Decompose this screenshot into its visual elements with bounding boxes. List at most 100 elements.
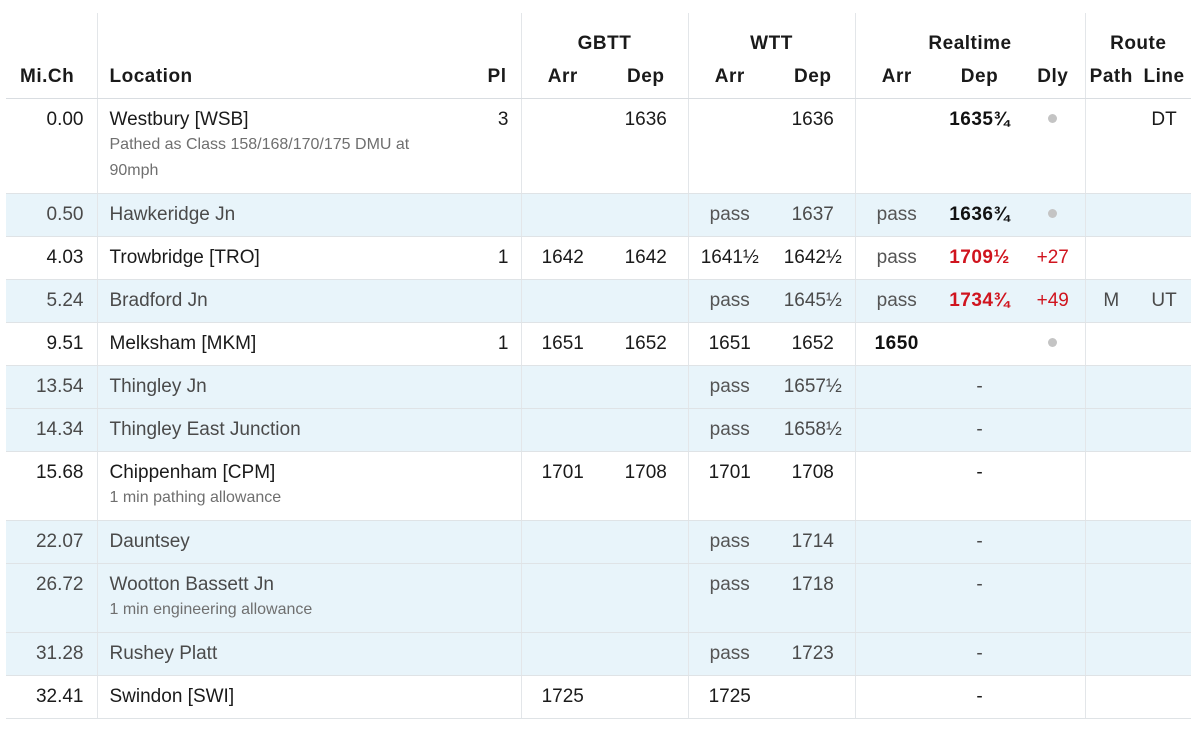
location-name: Rushey Platt [109, 643, 218, 664]
realtime-dep-cell-value: - [976, 376, 983, 397]
header-group-gbtt: GBTT [521, 13, 689, 55]
location-cell: Bradford Jn [97, 279, 459, 323]
on-time-dot-icon [1048, 114, 1058, 124]
header-wtt-arr: Arr [688, 55, 771, 99]
realtime-dep-cell-value: - [976, 643, 983, 664]
wtt-dep-cell-value: 1652 [791, 333, 834, 354]
wtt-dep-cell: 1718 [771, 563, 856, 633]
header-path: Path [1085, 55, 1138, 99]
mileage-cell-value: 9.51 [46, 333, 84, 354]
table-row[interactable]: 15.68 Chippenham [CPM] 1 min pathing allow… [6, 451, 1192, 521]
wtt-arr-cell: 1725 [688, 675, 771, 719]
realtime-arr-cell [855, 408, 938, 452]
wtt-arr-cell-value: 1725 [708, 686, 751, 707]
mileage-cell-value: 22.07 [35, 531, 84, 552]
table-row[interactable]: 0.00 Westbury [WSB] Pathed as Class 158/16… [6, 98, 1192, 194]
gbtt-dep-cell-value: 1708 [624, 462, 667, 483]
location-cell: Melksham [MKM] [97, 322, 459, 366]
line-cell [1137, 236, 1192, 280]
gbtt-arr-cell [521, 365, 604, 409]
realtime-arr-cell [855, 675, 938, 719]
realtime-dep-cell [938, 322, 1021, 366]
table-row[interactable]: 5.24 Bradford Jn pass 1645½ pass 1734¾ +49 M UT [6, 279, 1192, 323]
gbtt-arr-cell-value: 1701 [541, 462, 584, 483]
mileage-cell: 26.72 [6, 563, 98, 633]
wtt-arr-cell-value: pass [709, 531, 750, 552]
line-cell-value: DT [1151, 109, 1177, 130]
line-cell [1137, 193, 1192, 237]
table-row[interactable]: 14.34 Thingley East Junction pass 1658½ - [6, 408, 1192, 452]
table-row[interactable]: 9.51 Melksham [MKM] 1 1651 1652 1651 1652 1650 [6, 322, 1192, 366]
realtime-arr-cell [855, 632, 938, 676]
platform-cell [459, 365, 522, 409]
table-row[interactable]: 31.28 Rushey Platt pass 1723 - [6, 632, 1192, 676]
platform-cell [459, 563, 522, 633]
location-name[interactable]: Westbury [WSB] [109, 109, 249, 130]
wtt-dep-cell-value: 1718 [791, 574, 834, 595]
line-cell [1137, 675, 1192, 719]
gbtt-arr-cell [521, 98, 604, 194]
header-location: Location [97, 55, 459, 99]
mileage-cell-value: 32.41 [35, 686, 84, 707]
wtt-arr-cell: pass [688, 563, 771, 633]
table-row[interactable]: 13.54 Thingley Jn pass 1657½ - [6, 365, 1192, 409]
platform-cell-value: 1 [497, 333, 509, 354]
gbtt-arr-cell: 1642 [521, 236, 604, 280]
wtt-dep-cell: 1642½ [771, 236, 856, 280]
gbtt-arr-cell: 1725 [521, 675, 604, 719]
wtt-arr-cell-value: pass [709, 643, 750, 664]
gbtt-arr-cell [521, 408, 604, 452]
delay-cell [1021, 520, 1086, 564]
wtt-arr-cell: pass [688, 365, 771, 409]
wtt-arr-cell-value: pass [709, 419, 750, 440]
location-cell: Wootton Bassett Jn 1 min engineering allo… [97, 563, 459, 633]
gbtt-arr-cell-value: 1725 [541, 686, 584, 707]
mileage-cell-value: 5.24 [46, 290, 84, 311]
wtt-dep-cell-value: 1636 [791, 109, 834, 130]
path-cell [1085, 451, 1138, 521]
path-cell: M [1085, 279, 1138, 323]
realtime-arr-cell: 1650 [855, 322, 938, 366]
table-row[interactable]: 26.72 Wootton Bassett Jn 1 min engineering… [6, 563, 1192, 633]
realtime-arr-cell: pass [855, 279, 938, 323]
gbtt-arr-cell-value: 1651 [541, 333, 584, 354]
path-cell [1085, 322, 1138, 366]
table-row[interactable]: 0.50 Hawkeridge Jn pass 1637 pass 1636¾ [6, 193, 1192, 237]
mileage-cell: 32.41 [6, 675, 98, 719]
table-row[interactable]: 4.03 Trowbridge [TRO] 1 1642 1642 1641½ 1642½ p… [6, 236, 1192, 280]
realtime-dep-cell: 1734¾ [938, 279, 1021, 323]
realtime-dep-cell-value: - [976, 574, 983, 595]
location-name[interactable]: Chippenham [CPM] [109, 462, 276, 483]
gbtt-arr-cell [521, 563, 604, 633]
wtt-arr-cell [688, 98, 771, 194]
realtime-dep-cell-value: 1734¾ [949, 290, 1010, 311]
delay-cell-value: +27 [1036, 247, 1069, 268]
location-name[interactable]: Melksham [MKM] [109, 333, 257, 354]
location-name[interactable]: Trowbridge [TRO] [109, 247, 260, 268]
location-cell: Westbury [WSB] Pathed as Class 158/168/17… [97, 98, 459, 194]
gbtt-dep-cell: 1652 [604, 322, 689, 366]
mileage-cell-value: 0.50 [46, 204, 84, 225]
line-cell [1137, 451, 1192, 521]
delay-cell-value: +49 [1036, 290, 1069, 311]
mileage-cell-value: 13.54 [35, 376, 84, 397]
wtt-arr-cell-value: pass [709, 574, 750, 595]
platform-cell [459, 675, 522, 719]
wtt-dep-cell-value: 1714 [791, 531, 834, 552]
line-cell [1137, 520, 1192, 564]
location-cell: Rushey Platt [97, 632, 459, 676]
wtt-dep-cell-value: 1708 [791, 462, 834, 483]
wtt-arr-cell: pass [688, 279, 771, 323]
wtt-dep-cell-value: 1637 [791, 204, 834, 225]
platform-cell: 1 [459, 236, 522, 280]
header-platform: Pl [459, 55, 522, 99]
table-row[interactable]: 32.41 Swindon [SWI] 1725 1725 - [6, 675, 1192, 719]
header-gbtt-dep: Dep [604, 55, 689, 99]
realtime-dep-cell-value: - [976, 462, 983, 483]
location-name[interactable]: Swindon [SWI] [109, 686, 235, 707]
wtt-arr-cell: pass [688, 193, 771, 237]
delay-cell [1021, 675, 1086, 719]
wtt-arr-cell: 1641½ [688, 236, 771, 280]
platform-cell: 3 [459, 98, 522, 194]
table-row[interactable]: 22.07 Dauntsey pass 1714 - [6, 520, 1192, 564]
